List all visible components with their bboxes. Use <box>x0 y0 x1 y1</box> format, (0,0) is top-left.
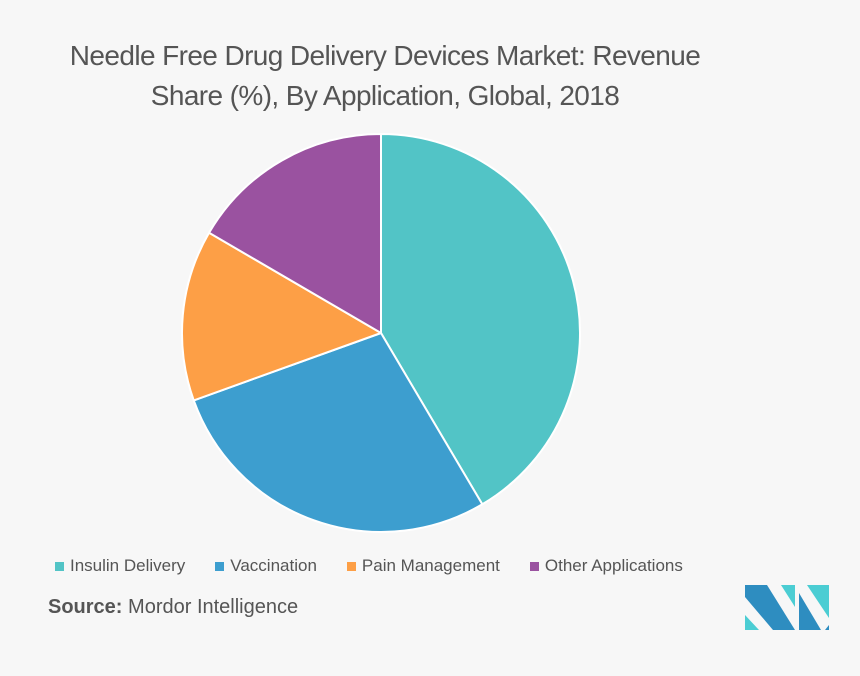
legend-label: Pain Management <box>361 556 500 575</box>
legend-swatch <box>529 561 539 571</box>
logo-part-4 <box>799 585 829 618</box>
legend-swatch <box>215 561 225 571</box>
legend-swatch <box>346 561 356 571</box>
legend-item-insulin-delivery[interactable]: Insulin Delivery <box>55 556 185 576</box>
legend: Insulin Delivery Vaccination Pain Manage… <box>55 556 713 576</box>
legend-swatch <box>55 561 64 571</box>
legend-label: Other Applications <box>544 556 683 575</box>
legend-item-other-applications[interactable]: Other Applications <box>529 556 683 576</box>
chart-title-line-2: Share (%), By Application, Global, 2018 <box>150 80 620 111</box>
legend-item-vaccination[interactable]: Vaccination <box>215 556 317 576</box>
source-label: Source: <box>48 596 123 618</box>
legend-item-pain-management[interactable]: Pain Management <box>346 556 500 576</box>
pie-slice-pain-management[interactable] <box>181 231 382 402</box>
pie-slice-other-applications[interactable] <box>208 133 382 334</box>
legend-label: Vaccination <box>230 556 317 575</box>
source-text: Mordor Intelligence <box>128 596 299 618</box>
pie-slice-insulin-delivery[interactable] <box>380 133 581 506</box>
chart-title: Needle Free Drug Delivery Devices Market… <box>0 36 770 116</box>
pie-slice-vaccination[interactable] <box>192 332 484 533</box>
logo-part-5 <box>799 593 821 630</box>
source-note: Source: Mordor Intelligence <box>48 596 298 619</box>
legend-label: Insulin Delivery <box>70 556 186 575</box>
mordor-intelligence-logo-icon <box>745 585 829 630</box>
chart-title-line-1: Needle Free Drug Delivery Devices Market… <box>69 40 701 71</box>
logo-part-2 <box>745 585 795 630</box>
pie-slices <box>181 133 581 533</box>
logo-part-3 <box>781 585 795 607</box>
logo-part-6 <box>825 625 829 630</box>
logo-part-1 <box>745 615 759 630</box>
